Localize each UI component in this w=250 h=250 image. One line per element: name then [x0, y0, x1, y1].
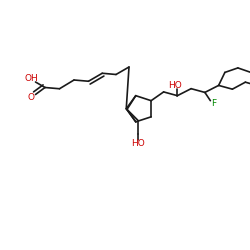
Text: O: O: [28, 94, 35, 102]
Text: F: F: [211, 99, 216, 108]
Text: HO: HO: [168, 81, 182, 90]
Text: OH: OH: [24, 74, 38, 83]
Text: HO: HO: [132, 139, 145, 148]
